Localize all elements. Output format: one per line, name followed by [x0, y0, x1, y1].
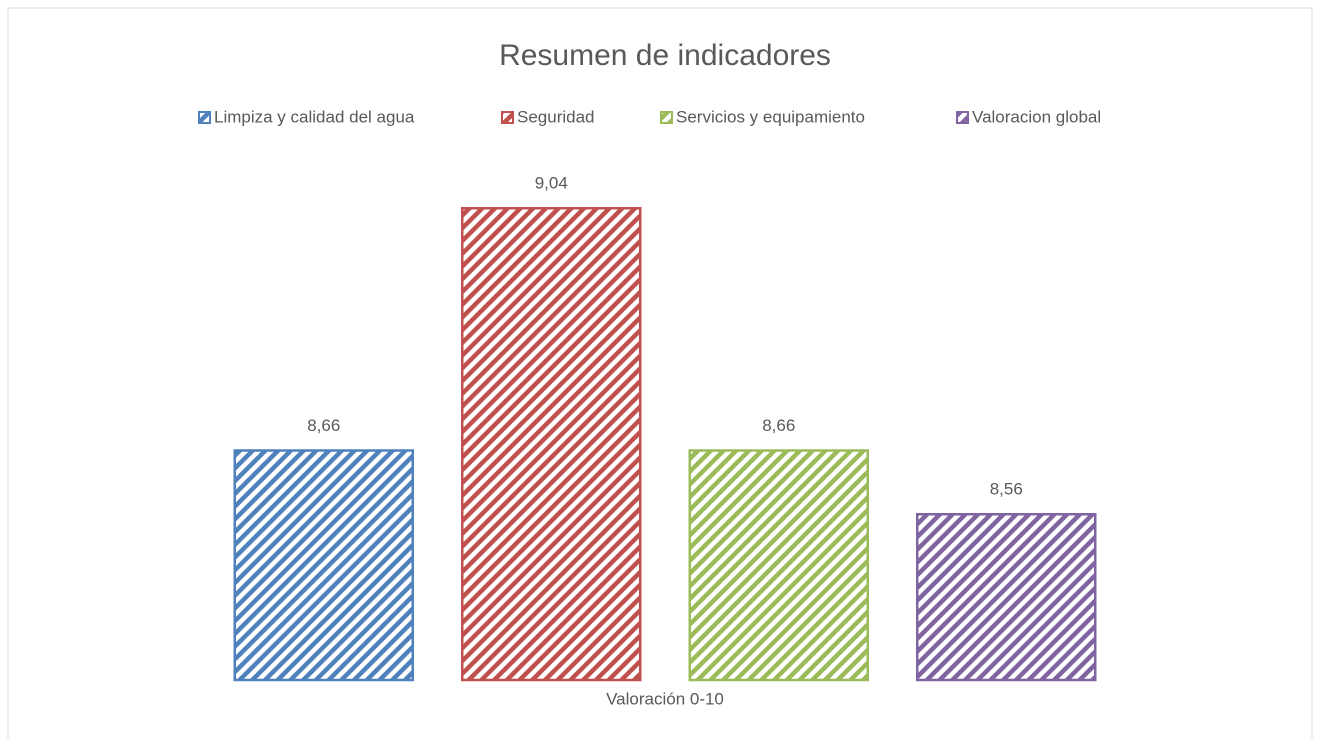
legend-swatch — [198, 111, 211, 124]
legend-label: Limpiza y calidad del agua — [214, 107, 415, 126]
x-tick-label: Valoración 0-10 — [606, 689, 724, 708]
bar — [233, 449, 414, 682]
legend-swatch — [501, 111, 514, 124]
bar — [461, 207, 642, 682]
legend-label: Servicios y equipamiento — [676, 107, 865, 126]
data-label: 8,66 — [762, 416, 795, 435]
chart-title: Resumen de indicadores — [499, 39, 831, 72]
data-label: 8,56 — [990, 480, 1023, 499]
legend-label: Seguridad — [517, 107, 595, 126]
data-label: 8,66 — [307, 416, 340, 435]
bar — [916, 513, 1097, 682]
legend-swatch — [660, 111, 673, 124]
data-label: 9,04 — [535, 174, 568, 193]
bar — [688, 449, 869, 682]
legend-label: Valoracion global — [972, 107, 1101, 126]
chart-border — [7, 7, 1313, 739]
legend-swatch — [956, 111, 969, 124]
